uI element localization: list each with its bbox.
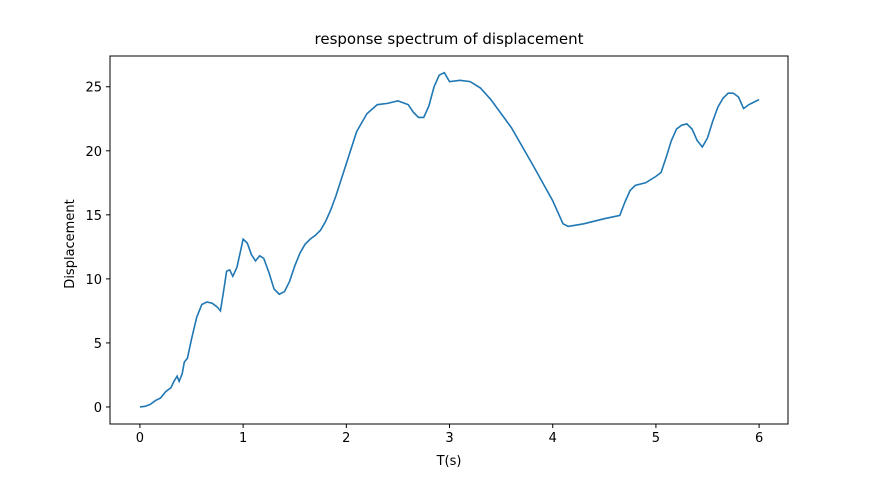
chart-title: response spectrum of displacement [315, 30, 584, 48]
y-tick-label: 0 [94, 401, 102, 416]
y-axis-label: Displacement [63, 199, 78, 288]
y-tick-label: 20 [85, 145, 102, 160]
x-tick-label: 5 [652, 431, 660, 446]
data-line [139, 71, 760, 408]
x-tick-label: 1 [239, 431, 247, 446]
y-tick-label: 15 [85, 209, 102, 224]
y-tick-label: 5 [94, 337, 102, 352]
y-tick-label: 10 [85, 273, 102, 288]
plot-frame [109, 55, 789, 425]
y-tick-label: 25 [85, 81, 102, 96]
x-tick-label: 0 [136, 431, 144, 446]
x-tick-label: 6 [755, 431, 763, 446]
x-tick-label: 4 [549, 431, 557, 446]
x-axis-label: T(s) [436, 454, 462, 469]
x-tick-label: 2 [342, 431, 350, 446]
x-tick-label: 3 [445, 431, 453, 446]
